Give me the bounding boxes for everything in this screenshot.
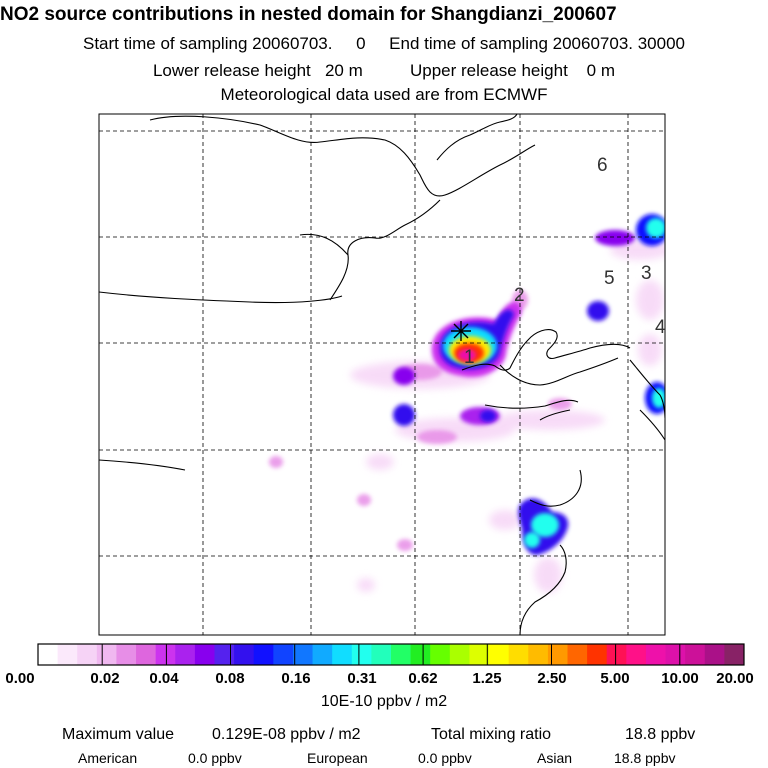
receptor-star-marker — [451, 321, 471, 341]
legend-tick-label: 0.08 — [215, 670, 245, 687]
american-value: 0.0 ppbv — [188, 750, 242, 766]
legend-frame — [37, 643, 745, 666]
legend-swatch — [136, 644, 157, 665]
lat-lon-grid — [99, 114, 665, 635]
legend-swatch — [312, 644, 333, 665]
legend-swatch — [57, 644, 78, 665]
legend-swatch — [391, 644, 412, 665]
receptor-label-3: 3 — [641, 263, 652, 284]
receptor-label-2: 2 — [514, 285, 525, 306]
concentration-field — [269, 214, 665, 593]
legend-swatch — [351, 644, 372, 665]
legend-swatch — [96, 644, 117, 665]
legend-swatch — [626, 644, 647, 665]
legend-swatch — [116, 644, 137, 665]
legend-swatch — [38, 644, 59, 665]
legend-swatch — [253, 644, 274, 665]
legend-swatch — [410, 644, 431, 665]
legend-swatch — [214, 644, 235, 665]
legend-swatch — [724, 644, 745, 665]
legend-swatch — [547, 644, 568, 665]
american-label: American — [78, 750, 138, 766]
legend-swatch — [449, 644, 470, 665]
receptor-label-1: 1 — [464, 347, 475, 368]
legend-swatch — [665, 644, 686, 665]
legend-unit: 10E-10 ppbv / m2 — [320, 693, 448, 710]
legend-swatch — [194, 644, 215, 665]
legend-swatch — [234, 644, 255, 665]
legend-swatch — [155, 644, 176, 665]
legend-swatch — [430, 644, 451, 665]
coastline-borders — [99, 114, 665, 635]
asian-label: Asian — [537, 750, 573, 766]
legend-tick-label: 1.25 — [472, 670, 502, 687]
legend-swatch — [508, 644, 529, 665]
legend-tick-label: 5.00 — [600, 670, 630, 687]
met-data-source: Meteorological data used are from ECMWF — [220, 85, 548, 104]
receptor-label-5: 5 — [604, 268, 615, 289]
legend-swatch — [587, 644, 608, 665]
legend-swatch — [606, 644, 627, 665]
map-frame — [98, 113, 666, 636]
legend-swatch — [273, 644, 294, 665]
legend-swatch — [175, 644, 196, 665]
map-title: NO2 source contributions in nested domai… — [0, 4, 617, 25]
legend-swatch — [567, 644, 588, 665]
legend-swatch — [332, 644, 353, 665]
legend-swatch — [489, 644, 510, 665]
european-value: 0.0 ppbv — [418, 750, 472, 766]
legend-tick-label: 0.62 — [408, 670, 438, 687]
legend-swatch — [371, 644, 392, 665]
legend-swatch — [645, 644, 667, 665]
legend-tick-label: 20.00 — [716, 670, 754, 687]
legend-tick-label: 0.02 — [90, 670, 120, 687]
legend-swatch — [77, 644, 98, 665]
legend-swatch — [528, 644, 549, 665]
legend-tick-label: 0.04 — [149, 670, 179, 687]
legend-tick-label: 10.00 — [661, 670, 699, 687]
max-value: 0.129E-08 ppbv / m2 — [212, 726, 361, 743]
european-label: European — [307, 750, 368, 766]
legend-swatch — [469, 644, 490, 665]
total-mixing-value: 18.8 ppbv — [625, 726, 696, 743]
asian-value: 18.8 ppbv — [614, 750, 676, 766]
total-mixing-label: Total mixing ratio — [431, 726, 552, 743]
legend-tick-label: 0.31 — [347, 670, 377, 687]
legend-swatch — [704, 644, 725, 665]
legend-tick-label: 2.50 — [537, 670, 567, 687]
legend-swatch — [685, 644, 706, 665]
legend-tick-label: 0.16 — [281, 670, 311, 687]
max-value-label: Maximum value — [62, 726, 175, 743]
legend-tick-label: 0.00 — [5, 670, 35, 687]
color-legend-bar — [38, 644, 745, 665]
release-heights: Lower release height 20 m Upper release … — [152, 61, 616, 80]
legend-major-ticks — [101, 644, 681, 665]
legend-swatch — [292, 644, 314, 665]
sampling-times: Start time of sampling 20060703. 0 End t… — [83, 34, 685, 53]
receptor-label-4: 4 — [655, 317, 666, 338]
receptor-label-6: 6 — [597, 155, 608, 176]
